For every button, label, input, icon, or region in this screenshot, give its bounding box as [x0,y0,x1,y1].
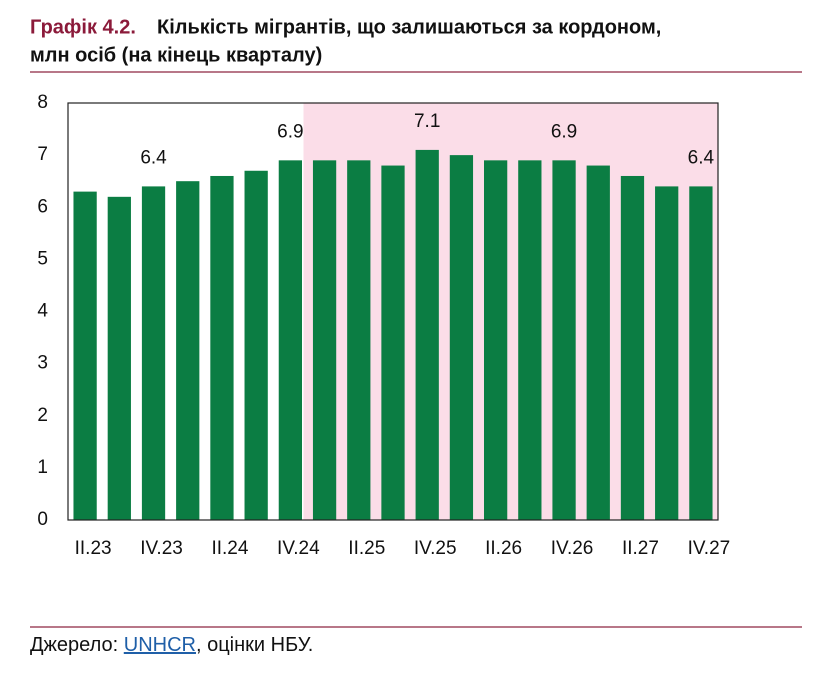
x-tick-label: II.27 [622,538,659,559]
chart-title: млн осіб (на кінець кварталу) [30,44,322,66]
bar [689,186,713,520]
bar [210,175,234,520]
x-tick-label: IV.23 [140,538,183,559]
x-tick-label: IV.26 [551,538,594,559]
bar [73,191,97,521]
x-tick-label: II.25 [348,538,385,559]
source-suffix: , оцінки НБУ. [196,634,313,656]
y-tick-label: 0 [37,509,48,530]
chart-title: Кількість мігрантів, що залишаються за к… [157,16,661,38]
bar [620,175,645,520]
y-tick-label: 2 [37,405,48,426]
bar [107,196,131,520]
bar [278,160,302,520]
x-tick-label: IV.25 [414,538,457,559]
data-label: 6.4 [140,147,167,168]
bar [244,170,268,520]
plot-frame [67,102,719,521]
forecast-shade [303,103,718,520]
bar [449,155,474,520]
bar [655,186,679,520]
y-tick-label: 8 [37,92,48,113]
y-tick-label: 4 [37,301,48,322]
bar [586,165,610,521]
x-tick-label: II.24 [211,538,248,559]
bar [312,160,337,520]
bar [176,181,200,520]
y-tick-label: 3 [37,353,48,374]
y-tick-label: 1 [37,457,48,478]
bar [381,165,405,521]
bar [518,160,542,520]
data-label: 6.9 [551,121,577,142]
x-tick-label: IV.27 [688,538,731,559]
data-label: 6.4 [688,147,715,168]
bar [484,160,508,520]
x-tick-label: IV.24 [277,538,320,559]
source-prefix: Джерело: [30,634,124,656]
bar [552,160,576,520]
y-tick-label: 7 [37,144,48,165]
source: Джерело: UNHCR, оцінки НБУ. [30,634,313,656]
bar [141,186,166,520]
x-tick-label: II.23 [75,538,112,559]
y-tick-label: 5 [37,248,48,269]
chart-title-number: Графік 4.2. [30,16,136,38]
x-tick-label: II.26 [485,538,522,559]
data-label: 7.1 [414,111,440,132]
bar [347,160,371,520]
y-tick-label: 6 [37,196,48,217]
source-link[interactable]: UNHCR [124,634,196,656]
bar [415,149,439,520]
data-label: 6.9 [277,121,303,142]
